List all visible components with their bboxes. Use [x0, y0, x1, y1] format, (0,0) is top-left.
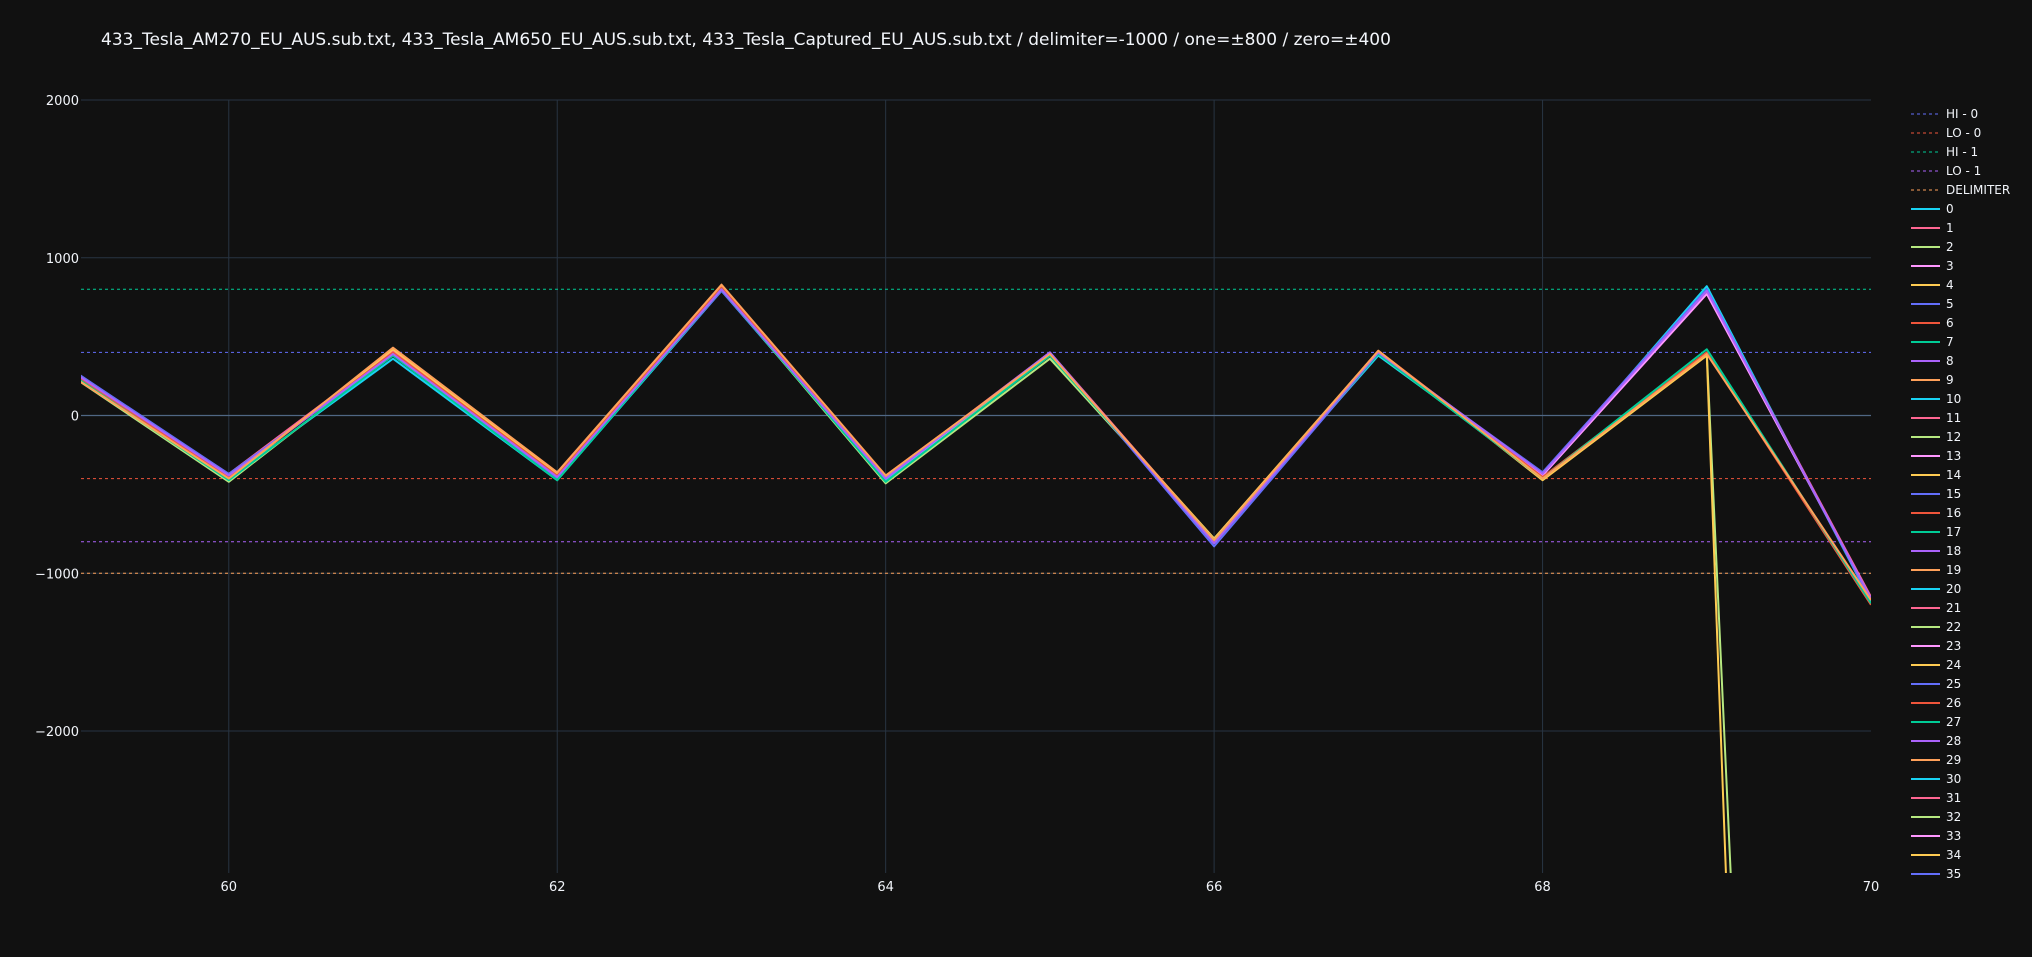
legend-label: HI - 0: [1946, 107, 1978, 121]
legend-label: DELIMITER: [1946, 183, 2010, 197]
legend-label: 3: [1946, 259, 1954, 273]
legend-label: 33: [1946, 829, 1961, 843]
legend-label: 9: [1946, 373, 1954, 387]
legend-label: 12: [1946, 430, 1961, 444]
series-line: [81, 288, 1871, 599]
legend-label: 16: [1946, 506, 1961, 520]
legend-label: 14: [1946, 468, 1961, 482]
series-line: [81, 286, 1871, 606]
legend-label: 8: [1946, 354, 1954, 368]
x-tick-label: 66: [1206, 880, 1223, 895]
legend-label: LO - 1: [1946, 164, 1981, 178]
series-line: [81, 286, 1871, 598]
y-tick-label: 1000: [46, 252, 79, 267]
legend-label: 25: [1946, 677, 1961, 691]
series-line: [81, 285, 1871, 603]
legend-label: 24: [1946, 658, 1961, 672]
legend-label: 31: [1946, 791, 1961, 805]
series-line: [81, 288, 1871, 599]
series-lines: [81, 283, 1871, 873]
legend-label: 30: [1946, 772, 1961, 786]
x-tick-label: 64: [877, 880, 894, 895]
legend-label: LO - 0: [1946, 126, 1981, 140]
legend-label: 27: [1946, 715, 1961, 729]
legend-label: 13: [1946, 449, 1961, 463]
legend-label: 35: [1946, 867, 1961, 881]
legend-label: 10: [1946, 392, 1961, 406]
x-tick-label: 62: [549, 880, 566, 895]
legend-label: 32: [1946, 810, 1961, 824]
legend-label: 0: [1946, 202, 1954, 216]
x-tick-label: 70: [1863, 880, 1880, 895]
legend-label: 6: [1946, 316, 1954, 330]
legend-label: 20: [1946, 582, 1961, 596]
y-tick-label: −1000: [35, 567, 79, 582]
y-tick-label: 2000: [46, 94, 79, 109]
y-tick-label: −2000: [35, 725, 79, 740]
legend-label: 5: [1946, 297, 1954, 311]
series-line: [81, 283, 1871, 601]
legend-label: 29: [1946, 753, 1961, 767]
series-line: [81, 288, 1732, 873]
series-line: [81, 288, 1871, 604]
legend-label: 23: [1946, 639, 1961, 653]
legend-label: 11: [1946, 411, 1961, 425]
chart-title: 433_Tesla_AM270_EU_AUS.sub.txt, 433_Tesl…: [101, 30, 1391, 50]
legend-label: 7: [1946, 335, 1954, 349]
series-line: [81, 288, 1871, 601]
legend-label: 22: [1946, 620, 1961, 634]
legend-label: 1: [1946, 221, 1954, 235]
legend-label: 34: [1946, 848, 1961, 862]
legend: HI - 0LO - 0HI - 1LO - 1DELIMITER0123456…: [1911, 107, 2010, 881]
axis-tick-labels: 60 62 64 66 68 70 2000 1000 0 −1000 −2000: [35, 94, 1879, 895]
legend-label: 15: [1946, 487, 1961, 501]
y-tick-label: 0: [71, 410, 79, 425]
legend-label: HI - 1: [1946, 145, 1978, 159]
legend-label: 2: [1946, 240, 1954, 254]
legend-label: 17: [1946, 525, 1961, 539]
series-line: [81, 285, 1727, 873]
x-tick-label: 68: [1534, 880, 1551, 895]
legend-label: 28: [1946, 734, 1961, 748]
legend-label: 26: [1946, 696, 1961, 710]
legend-label: 21: [1946, 601, 1961, 615]
reference-lines: [81, 288, 1871, 574]
legend-label: 18: [1946, 544, 1961, 558]
legend-label: 19: [1946, 563, 1961, 577]
grid: [81, 99, 1871, 873]
legend-label: 4: [1946, 278, 1954, 292]
x-tick-label: 60: [221, 880, 238, 895]
